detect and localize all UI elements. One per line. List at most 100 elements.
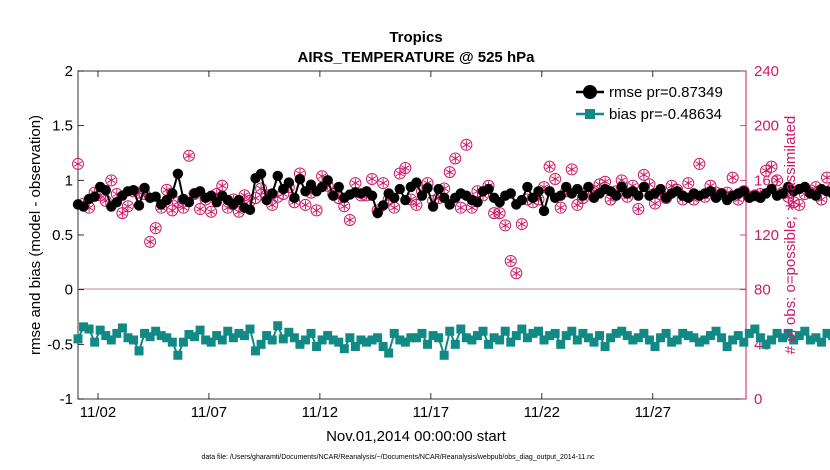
bias-point <box>656 333 666 343</box>
bias-point <box>362 337 372 347</box>
rmse-point <box>366 190 378 201</box>
x-axis-ticks: 11/02 11/07 11/12 11/17 11/22 11/27 <box>80 71 671 421</box>
bias-point <box>112 328 122 338</box>
rmse-point <box>377 200 389 211</box>
obs-assimilated-point <box>401 163 410 173</box>
obs-possible-point <box>632 203 645 216</box>
obs-assimilated-point <box>728 173 737 183</box>
bias-point <box>373 333 383 343</box>
obs-assimilated-point <box>462 140 471 150</box>
obs-possible-point <box>499 219 512 232</box>
rmse-point <box>333 181 344 193</box>
rmse-point <box>583 181 594 193</box>
bias-point <box>506 337 516 347</box>
bias-point <box>722 342 732 352</box>
y-left-label: rmse and bias (model - observation) <box>27 115 44 355</box>
obs-possible-point <box>72 157 84 170</box>
bias-point <box>156 331 166 341</box>
bias-point <box>228 333 238 343</box>
bias-point <box>728 335 738 345</box>
bias-point <box>533 326 543 336</box>
bias-point <box>417 328 427 338</box>
y-right-tick-label: 120 <box>754 227 779 244</box>
obs-assimilated-point <box>501 220 510 230</box>
rmse-point <box>394 183 405 195</box>
bias-point <box>472 331 482 341</box>
bias-point <box>589 337 599 347</box>
obs-possible-point <box>166 204 179 217</box>
rmse-point <box>516 194 528 206</box>
rmse-point <box>328 190 339 201</box>
rmse-point <box>283 177 295 188</box>
y-left-tick-label: -1 <box>60 391 73 408</box>
obs-assimilated-point <box>390 203 399 213</box>
legend-box <box>567 77 741 125</box>
obs-assimilated-point <box>312 205 321 215</box>
y-left-tick-label: 0.5 <box>52 227 73 244</box>
obs-assimilated-point <box>556 203 565 213</box>
rmse-point <box>183 197 195 208</box>
bias-point <box>567 326 577 336</box>
bias-point <box>184 329 194 339</box>
bias-point <box>356 335 366 345</box>
bias-point <box>517 324 527 334</box>
obs-possible-point <box>410 198 423 211</box>
bias-point <box>73 334 83 344</box>
x-tick-label: 11/22 <box>524 404 560 421</box>
rmse-point <box>416 190 428 201</box>
legend-bias-label: bias pr=-0.48634 <box>609 106 722 123</box>
bias-point <box>317 335 327 345</box>
bias-point <box>162 333 172 343</box>
bias-point <box>622 331 632 341</box>
bias-point <box>539 335 549 345</box>
bias-point <box>145 332 155 342</box>
obs-possible-point <box>637 168 650 181</box>
obs-assimilated-point <box>795 200 804 210</box>
y-left-tick-label: 1.5 <box>52 118 73 135</box>
bias-point <box>400 337 410 347</box>
y-right-label: # of obs: o=possible; ∗=assimilated <box>782 116 799 355</box>
bias-point <box>717 333 727 343</box>
y-right-tick-label: 240 <box>754 63 779 80</box>
bias-point <box>328 335 338 345</box>
obs-assimilated-point <box>184 151 194 161</box>
obs-assimilated-point <box>345 215 355 225</box>
bias-point <box>478 326 488 336</box>
bias-point <box>600 342 610 352</box>
bias-point <box>789 335 799 345</box>
bias-point <box>828 331 830 341</box>
bias-point <box>117 323 127 333</box>
rmse-point <box>389 192 400 204</box>
obs-possible-point <box>726 171 739 184</box>
bias-point <box>395 335 405 345</box>
obs-assimilated-point <box>634 204 643 214</box>
bias-point <box>628 335 638 345</box>
bias-point <box>234 328 244 338</box>
obs-assimilated-point <box>639 170 649 180</box>
x-tick-label: 11/27 <box>635 404 671 421</box>
bias-point <box>201 335 211 345</box>
bias-point <box>772 328 782 338</box>
obs-possible-point <box>449 152 462 165</box>
obs-assimilated-point <box>73 159 83 169</box>
bias-point <box>90 337 100 347</box>
obs-possible-point <box>565 163 578 176</box>
bias-point <box>550 328 560 338</box>
bias-point <box>461 333 471 343</box>
right-axis-ticks: 04080120160200240 <box>740 63 779 408</box>
bias-point <box>644 335 654 345</box>
bias-point <box>545 331 555 341</box>
rmse-point <box>128 184 139 196</box>
rmse-point <box>272 170 283 182</box>
bias-point <box>611 328 621 338</box>
bias-point <box>755 333 765 343</box>
bias-point <box>811 333 821 343</box>
bias-point <box>800 326 810 336</box>
rmse-point <box>633 190 644 201</box>
obs-possible-point <box>310 204 323 217</box>
bias-point <box>273 321 283 331</box>
chart-title: Tropics <box>389 29 442 46</box>
obs-possible-point <box>121 200 134 213</box>
obs-possible-point <box>682 177 695 190</box>
